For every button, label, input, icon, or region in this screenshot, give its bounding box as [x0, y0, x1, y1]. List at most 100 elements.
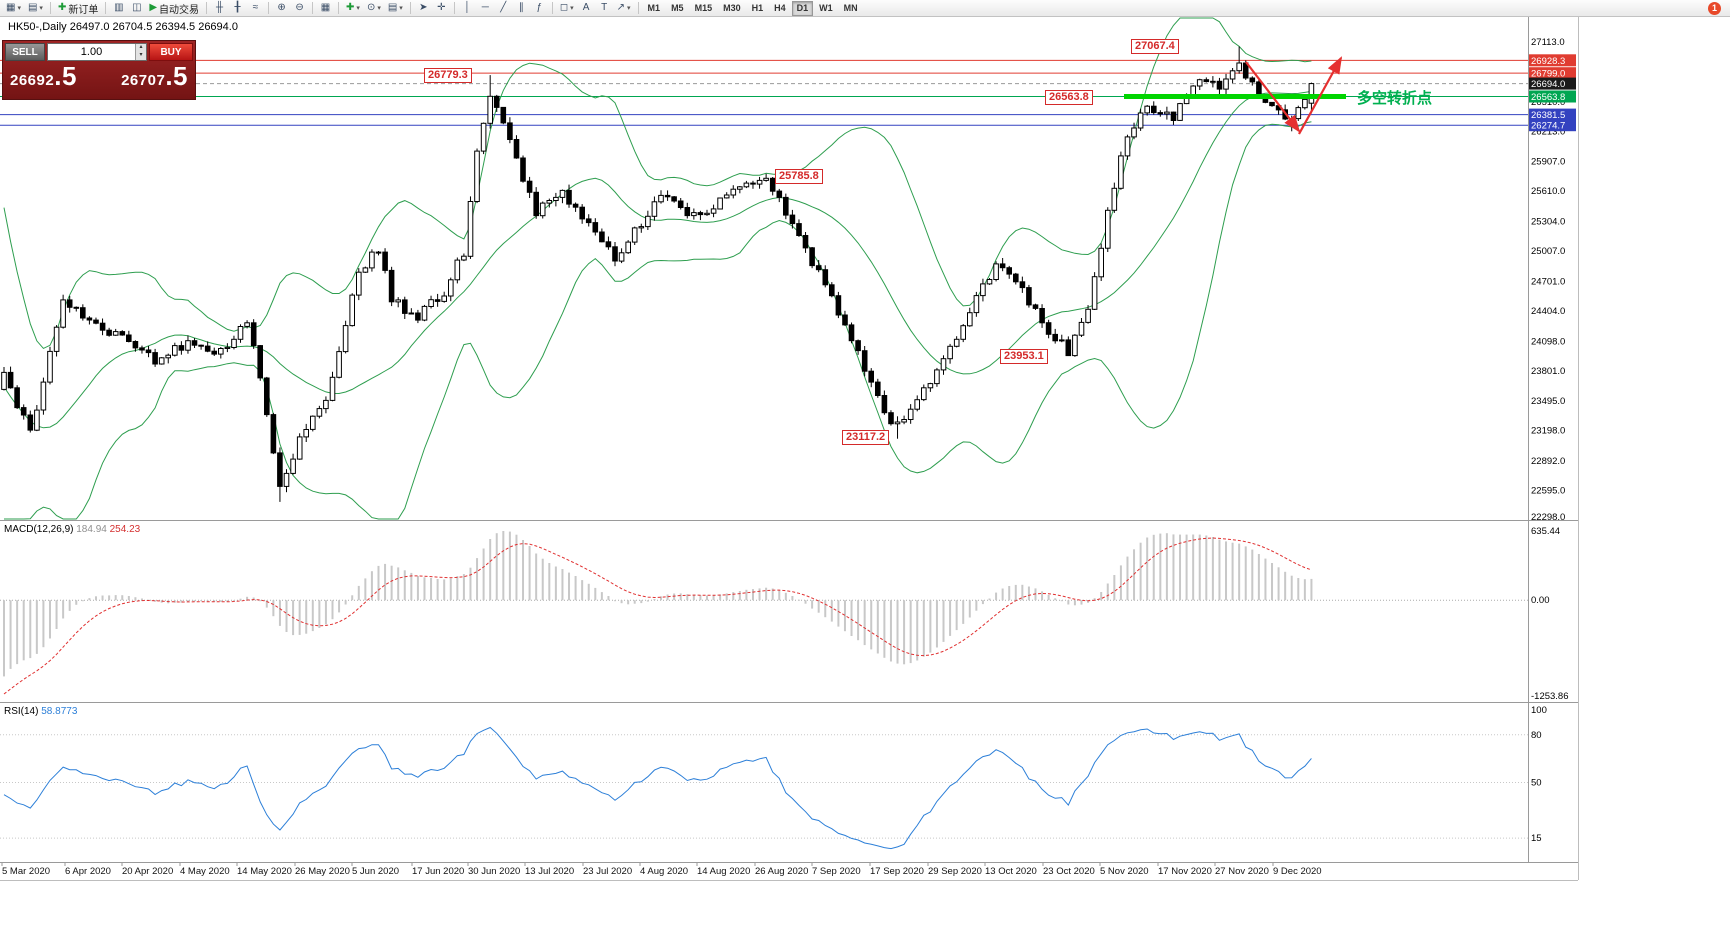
buy-button[interactable]: BUY [149, 43, 193, 61]
macd-signal-value: 254.23 [109, 524, 141, 535]
buy-price[interactable]: 26707.5 [121, 63, 188, 94]
trade-controls-row: SELL 1.00 ▴ ▾ BUY [5, 43, 193, 61]
toolbar-separator [637, 2, 639, 14]
new-order-icon: ✚ [57, 2, 67, 13]
date-label: 26 May 2020 [295, 866, 350, 877]
text-label-button[interactable]: T [596, 1, 613, 16]
timeframe-m5-button[interactable]: M5 [666, 1, 689, 16]
macd-signal-line [3, 537, 1312, 695]
price-tag-26274.7 [1529, 119, 1576, 132]
price-annotation[interactable]: 26779.3 [424, 68, 472, 83]
toolbar-separator [551, 2, 553, 14]
timeframe-mn-button[interactable]: MN [839, 1, 863, 16]
price-annotation[interactable]: 23953.1 [1000, 349, 1048, 364]
tile-windows-button[interactable]: ▦ [317, 1, 334, 16]
buy-price-fraction: .5 [165, 61, 188, 91]
date-label: 9 Dec 2020 [1273, 866, 1322, 877]
date-label: 29 Sep 2020 [928, 866, 982, 877]
crosshair-icon: ✛ [437, 2, 446, 13]
timeframe-w1-button[interactable]: W1 [814, 1, 838, 16]
shapes-button[interactable]: ◻ ▾ [557, 1, 577, 16]
candlestick-chart-icon: ╂ [234, 2, 241, 13]
axis-label: 80 [1531, 730, 1542, 741]
axis-label: 24701.0 [1531, 276, 1565, 287]
indicators-button[interactable]: ✚ ▾ [343, 1, 363, 16]
autotrading-button[interactable]: ▶ 自动交易 [146, 1, 202, 16]
candlestick-chart-button[interactable]: ╂ [229, 1, 246, 16]
sell-price-fraction: .5 [54, 61, 77, 91]
trend-arrow-1[interactable] [1245, 61, 1301, 133]
macd-histogram [3, 531, 1313, 677]
lot-decrease-icon[interactable]: ▾ [136, 52, 146, 60]
bollinger-upper-band [3, 17, 1312, 350]
horizontal-line-button[interactable]: ─ [477, 1, 494, 16]
axis-label: 24404.0 [1531, 306, 1565, 317]
arrows-icon: ↗ [616, 2, 626, 13]
profiles-button[interactable]: ▤ ▾ [25, 1, 46, 16]
timeframe-m15-button[interactable]: M15 [690, 1, 718, 16]
arrows-button[interactable]: ↗ ▾ [614, 1, 634, 16]
macd-indicator-label: MACD(12,26,9) 184.94 254.23 [4, 524, 140, 535]
line-chart-button[interactable]: ≈ [247, 1, 264, 16]
axis-label: 23198.0 [1531, 426, 1565, 437]
price-tag-26799.0 [1529, 67, 1576, 80]
templates-button[interactable]: ▤ ▾ [385, 1, 406, 16]
sell-button[interactable]: SELL [5, 43, 45, 61]
trendline-button[interactable]: ╱ [495, 1, 512, 16]
crosshair-button[interactable]: ✛ [433, 1, 450, 16]
bar-chart-icon: ╫ [215, 2, 224, 13]
text-button[interactable]: A [578, 1, 595, 16]
dropdown-arrow-icon: ▾ [356, 5, 360, 12]
timeframe-m1-button[interactable]: M1 [643, 1, 666, 16]
axis-label: -1253.86 [1531, 691, 1569, 702]
toolbar-separator [338, 2, 340, 14]
price-annotation[interactable]: 26563.8 [1045, 90, 1093, 105]
new-order-label: 新订单 [68, 4, 99, 16]
axis-label: 22595.0 [1531, 486, 1565, 497]
periods-button[interactable]: ⊙ ▾ [364, 1, 384, 16]
timeframe-h4-button[interactable]: H4 [769, 1, 791, 16]
text-label-icon: T [601, 2, 608, 13]
price-tag-label: 26563.8 [1531, 92, 1565, 103]
sell-price-main: 26692 [10, 72, 55, 89]
lot-size-field[interactable]: 1.00 ▴ ▾ [47, 43, 147, 61]
zoom-out-icon: ⊖ [295, 2, 304, 13]
trend-arrow-2[interactable] [1298, 56, 1343, 135]
timeframe-m30-button[interactable]: M30 [718, 1, 746, 16]
vertical-line-button[interactable]: │ [459, 1, 476, 16]
bar-chart-button[interactable]: ╫ [211, 1, 228, 16]
fibonacci-button[interactable]: ƒ [531, 1, 548, 16]
zoom-out-button[interactable]: ⊖ [291, 1, 308, 16]
axis-label: 22892.0 [1531, 456, 1565, 467]
indicators-icon: ✚ [346, 2, 355, 13]
date-label: 7 Sep 2020 [812, 866, 861, 877]
dropdown-arrow-icon: ▾ [627, 5, 631, 12]
price-annotation[interactable]: 25785.8 [775, 169, 823, 184]
lot-increase-icon[interactable]: ▴ [136, 44, 146, 52]
timeframe-h1-button[interactable]: H1 [747, 1, 769, 16]
sell-price[interactable]: 26692.5 [10, 63, 77, 94]
timeframe-d1-button[interactable]: D1 [791, 0, 814, 16]
toolbar-separator [453, 2, 455, 14]
turning-point-annotation: 多空转折点 [1357, 90, 1433, 107]
tile-windows-icon: ▦ [320, 2, 331, 13]
price-annotation[interactable]: 27067.4 [1131, 39, 1179, 54]
toolbar-separator [206, 2, 208, 14]
axis-label: 635.44 [1531, 526, 1560, 537]
lot-spinner[interactable]: ▴ ▾ [135, 44, 146, 60]
new-order-button[interactable]: ✚ 新订单 [55, 1, 101, 16]
axis-label: 15 [1531, 833, 1542, 844]
price-tag-label: 26799.0 [1531, 69, 1565, 80]
date-label: 26 Aug 2020 [755, 866, 808, 877]
navigator-button[interactable]: ◫ [128, 1, 145, 16]
line-chart-icon: ≈ [252, 2, 259, 13]
new-chart-button[interactable]: ▦ ▾ [3, 1, 24, 16]
price-annotation[interactable]: 23117.2 [842, 430, 890, 445]
equidistant-channel-button[interactable]: ∥ [513, 1, 530, 16]
axis-label: 25907.0 [1531, 157, 1565, 168]
market-watch-button[interactable]: ▥ [110, 1, 127, 16]
zoom-in-button[interactable]: ⊕ [273, 1, 290, 16]
cursor-button[interactable]: ➤ [415, 1, 432, 16]
